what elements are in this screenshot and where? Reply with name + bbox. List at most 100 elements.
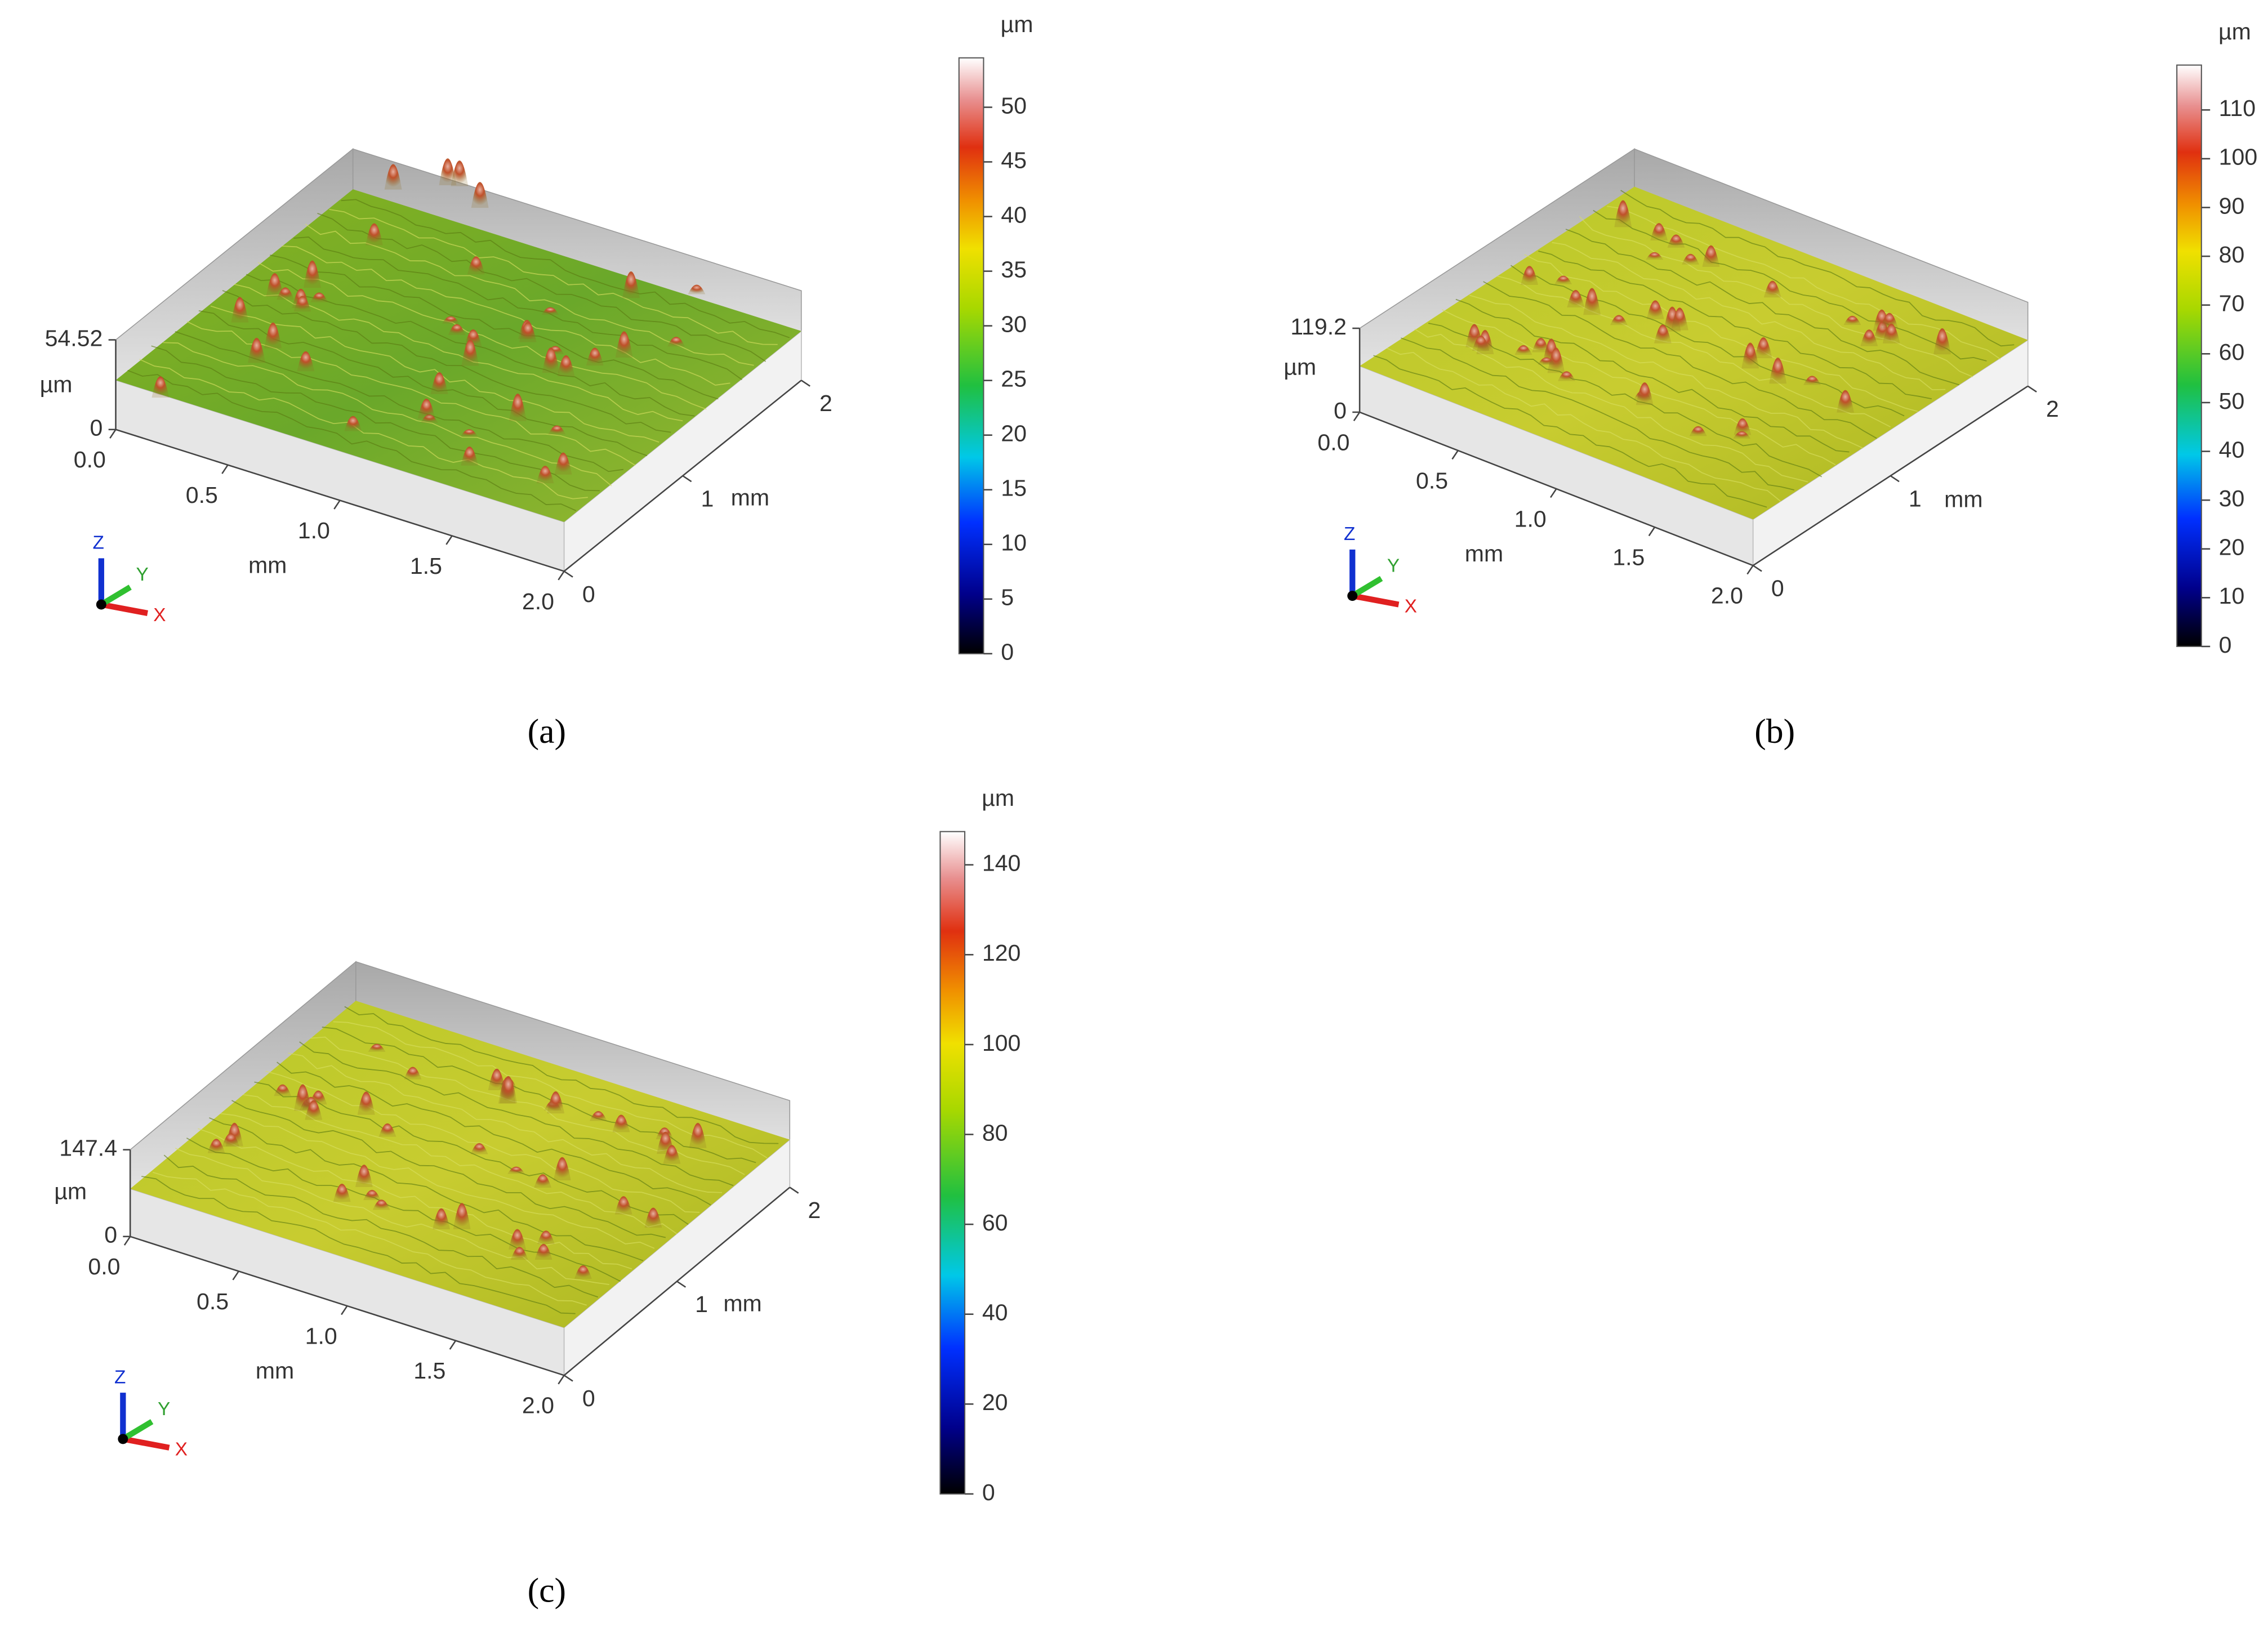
colorbar-tick-label: 120 [982, 940, 1021, 966]
triad-x-label: X [153, 605, 166, 626]
surface-peak [689, 1122, 707, 1148]
surface-peak [589, 1111, 607, 1121]
surface-peak [304, 260, 321, 288]
surface-peak [622, 271, 640, 298]
surface-texture [231, 1100, 666, 1238]
surface-texture [127, 369, 577, 511]
surface-peak [1646, 300, 1664, 319]
surface-peak [471, 182, 489, 208]
surface-peak [1754, 337, 1772, 359]
surface-texture [1373, 355, 1767, 508]
surface-peak [344, 416, 362, 431]
surface-peak [293, 296, 311, 312]
surface-peak [1769, 357, 1787, 384]
surface-peak [574, 1265, 592, 1279]
colorbar-tick-label: 50 [1001, 92, 1027, 118]
colorbar-tick-label: 30 [2219, 485, 2245, 511]
surface-texture [209, 1117, 644, 1261]
colorbar-label: µm [2218, 19, 2251, 44]
x-tick [109, 429, 117, 439]
colorbar-tick-label: 30 [1001, 311, 1027, 337]
x-tick-label: 0.5 [197, 1288, 229, 1314]
surface-peak [1933, 328, 1951, 355]
y-tick [1890, 475, 1900, 483]
surface-panel: 0.00.51.01.52.0 012054.52mmmmµmZYXµm05101… [40, 11, 1033, 751]
surface-texture [1483, 281, 1877, 439]
y-axis-label: mm [1944, 486, 1982, 512]
surface-peak [537, 1230, 555, 1245]
surface-peak [488, 1068, 506, 1090]
colorbar-tick-label: 100 [2219, 144, 2258, 170]
surface-peak [510, 1247, 528, 1260]
triad-origin [118, 1434, 128, 1444]
surface-peak [1843, 315, 1861, 325]
surface-texture [282, 245, 730, 386]
y-tick [563, 570, 573, 578]
y-tick [2027, 385, 2037, 393]
surface-peak [1532, 337, 1550, 353]
colorbar-tick-label: 50 [2219, 388, 2245, 414]
surface-panel: 0.00.51.01.52.0 0120119.2mmmmµmZYXµm01020… [1284, 19, 2257, 751]
surface-peak [688, 284, 706, 295]
z-tick-label: 119.2 [1290, 314, 1347, 340]
surface-peak [644, 1207, 662, 1228]
triad-y [1351, 576, 1383, 599]
y-tick-label: 0 [1771, 576, 1784, 601]
colorbar-tick-label: 110 [2219, 95, 2256, 121]
x-tick-label: 1.5 [1612, 544, 1645, 570]
surface-peak [1702, 245, 1720, 267]
x-tick [232, 1270, 239, 1281]
surface-peak [1521, 266, 1539, 285]
surface-texture [243, 1094, 678, 1234]
colorbar-tick-label: 70 [2219, 291, 2245, 316]
surface-peak [1514, 345, 1532, 355]
x-tick [1353, 412, 1361, 422]
z-axis-label: µm [54, 1179, 87, 1205]
surface-peak [433, 1208, 450, 1230]
surface-texture [1607, 206, 2001, 360]
y-tick [676, 1281, 687, 1288]
surface-peak [509, 1229, 526, 1250]
surface-texture [222, 290, 671, 433]
x-tick-label: 2.0 [522, 1393, 554, 1419]
x-axis [130, 1236, 565, 1376]
surface-texture [329, 208, 778, 345]
y-tick-label: 0 [582, 1385, 595, 1411]
surface-peak [442, 316, 460, 324]
surface-peak [557, 355, 575, 376]
surface-peak [541, 307, 559, 315]
surface-peak [1881, 313, 1899, 329]
surface-peak [430, 372, 448, 394]
surface-peak [439, 158, 457, 185]
z-tick-label: 0 [104, 1222, 117, 1248]
x-tick-label: 1.5 [410, 553, 442, 579]
surface-peak [1882, 323, 1900, 344]
surface-texture [265, 1071, 700, 1213]
x-tick-label: 0.0 [74, 447, 106, 472]
x-tick [449, 1340, 457, 1350]
x-tick-label: 2.0 [1711, 583, 1743, 609]
x-tick-label: 0.5 [1416, 467, 1448, 493]
surface-peak [355, 1165, 373, 1187]
x-tick [123, 1236, 131, 1246]
surface-peak [266, 273, 284, 297]
colorbar-tick-label: 20 [982, 1389, 1008, 1415]
y-tick [801, 380, 810, 387]
surface-peak [461, 339, 479, 366]
y-tick-label: 0 [582, 581, 595, 607]
surface-peak [519, 322, 537, 342]
surface-texture [163, 1154, 599, 1298]
surface-texture [299, 1041, 734, 1187]
surface-peak [542, 347, 560, 373]
colorbar-tick-label: 15 [1001, 475, 1027, 501]
surface-texture [277, 1061, 711, 1206]
y-tick [789, 1187, 799, 1194]
surface-peak [1650, 223, 1668, 241]
surface-peak [384, 164, 402, 190]
surface-peak [1837, 390, 1854, 413]
surface-texture [257, 262, 707, 410]
surface-peak [357, 1091, 375, 1115]
surface-texture [175, 1148, 609, 1285]
colorbar-tick-label: 60 [982, 1210, 1008, 1236]
x-tick-label: 1.0 [298, 518, 330, 543]
